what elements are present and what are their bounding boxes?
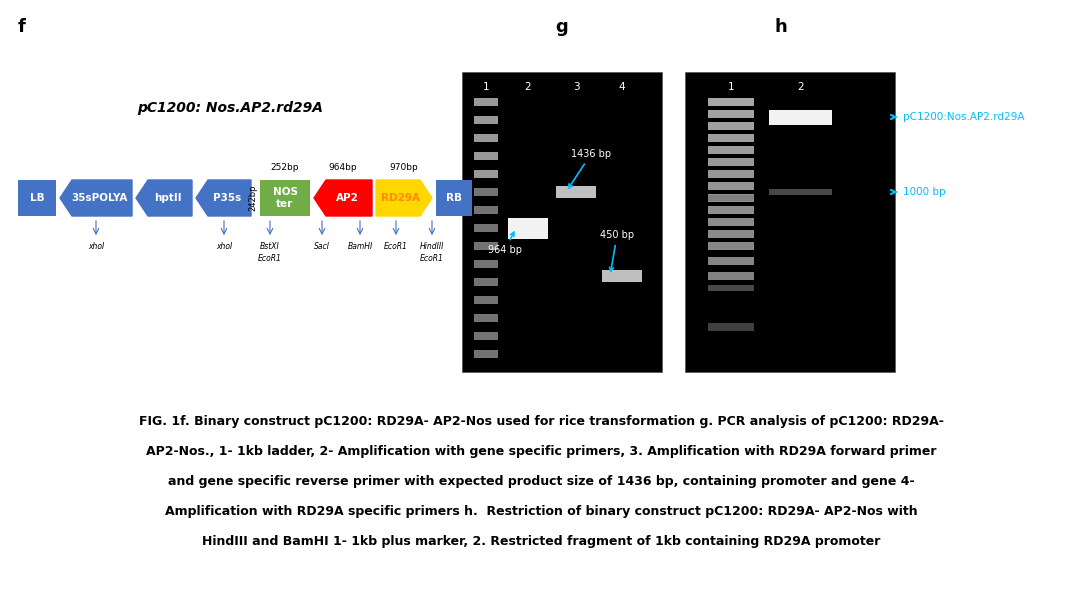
Text: 242bp: 242bp: [248, 185, 258, 211]
Polygon shape: [136, 180, 192, 216]
FancyBboxPatch shape: [474, 332, 498, 340]
Polygon shape: [196, 180, 251, 216]
FancyBboxPatch shape: [436, 180, 472, 216]
Text: NOS
ter: NOS ter: [273, 187, 298, 209]
Polygon shape: [314, 180, 371, 216]
FancyBboxPatch shape: [474, 278, 498, 286]
FancyBboxPatch shape: [474, 206, 498, 214]
Text: 964 bp: 964 bp: [488, 232, 522, 255]
FancyBboxPatch shape: [686, 72, 895, 372]
Text: xhoI: xhoI: [88, 242, 104, 251]
FancyBboxPatch shape: [708, 323, 754, 331]
Text: xhoI: xhoI: [216, 242, 232, 251]
FancyBboxPatch shape: [708, 171, 754, 178]
Text: EcoR1: EcoR1: [384, 242, 408, 251]
Text: LB: LB: [29, 193, 44, 203]
FancyBboxPatch shape: [474, 152, 498, 160]
Text: pC1200:Nos.AP2.rd29A: pC1200:Nos.AP2.rd29A: [891, 112, 1025, 122]
FancyBboxPatch shape: [708, 218, 754, 226]
FancyBboxPatch shape: [708, 99, 754, 106]
Text: 970bp: 970bp: [390, 163, 418, 172]
Text: hptII: hptII: [154, 193, 182, 203]
FancyBboxPatch shape: [474, 135, 498, 142]
FancyBboxPatch shape: [708, 194, 754, 202]
Text: 2: 2: [524, 82, 532, 92]
Text: 35sPOLYA: 35sPOLYA: [71, 193, 128, 203]
Text: f: f: [18, 18, 26, 36]
Text: g: g: [554, 18, 567, 36]
Text: 1: 1: [728, 82, 734, 92]
FancyBboxPatch shape: [708, 257, 754, 265]
Text: 1000 bp: 1000 bp: [891, 187, 945, 197]
FancyBboxPatch shape: [708, 272, 754, 280]
FancyBboxPatch shape: [474, 314, 498, 322]
FancyBboxPatch shape: [708, 285, 754, 291]
FancyBboxPatch shape: [708, 110, 754, 118]
Text: h: h: [775, 18, 787, 36]
FancyBboxPatch shape: [708, 182, 754, 190]
Polygon shape: [376, 180, 432, 216]
Text: pC1200: Nos.AP2.rd29A: pC1200: Nos.AP2.rd29A: [138, 101, 323, 115]
Text: AP2-Nos., 1- 1kb ladder, 2- Amplification with gene specific primers, 3. Amplifi: AP2-Nos., 1- 1kb ladder, 2- Amplificatio…: [146, 445, 937, 458]
FancyBboxPatch shape: [708, 206, 754, 214]
Text: 2: 2: [797, 82, 804, 92]
FancyBboxPatch shape: [474, 242, 498, 250]
FancyBboxPatch shape: [474, 260, 498, 268]
Text: HindIII: HindIII: [420, 242, 444, 251]
Text: SacI: SacI: [314, 242, 330, 251]
FancyBboxPatch shape: [474, 350, 498, 358]
FancyBboxPatch shape: [708, 122, 754, 130]
FancyBboxPatch shape: [602, 270, 642, 282]
FancyBboxPatch shape: [474, 188, 498, 196]
FancyBboxPatch shape: [508, 218, 548, 238]
Text: HindIII and BamHI 1- 1kb plus marker, 2. Restricted fragment of 1kb containing R: HindIII and BamHI 1- 1kb plus marker, 2.…: [203, 535, 880, 548]
Text: BamHI: BamHI: [348, 242, 373, 251]
FancyBboxPatch shape: [556, 186, 596, 198]
FancyBboxPatch shape: [708, 230, 754, 238]
Polygon shape: [60, 180, 132, 216]
Text: Amplification with RD29A specific primers h.  Restriction of binary construct pC: Amplification with RD29A specific primer…: [166, 505, 917, 518]
Text: 1436 bp: 1436 bp: [569, 149, 611, 188]
Text: AP2: AP2: [336, 193, 358, 203]
FancyBboxPatch shape: [769, 189, 832, 195]
FancyBboxPatch shape: [708, 135, 754, 142]
Text: 4: 4: [618, 82, 625, 92]
FancyBboxPatch shape: [474, 116, 498, 124]
FancyBboxPatch shape: [708, 195, 754, 201]
FancyBboxPatch shape: [474, 99, 498, 106]
Text: 1: 1: [483, 82, 490, 92]
Text: P35s: P35s: [213, 193, 242, 203]
Text: EcoR1: EcoR1: [258, 254, 282, 263]
Text: 964bp: 964bp: [328, 163, 357, 172]
Text: BstXI: BstXI: [260, 242, 279, 251]
FancyBboxPatch shape: [474, 224, 498, 232]
FancyBboxPatch shape: [708, 242, 754, 250]
FancyBboxPatch shape: [18, 180, 56, 216]
FancyBboxPatch shape: [260, 180, 310, 216]
Text: 450 bp: 450 bp: [600, 230, 635, 271]
Text: and gene specific reverse primer with expected product size of 1436 bp, containi: and gene specific reverse primer with ex…: [168, 475, 915, 488]
Text: 252bp: 252bp: [271, 163, 299, 172]
FancyBboxPatch shape: [474, 171, 498, 178]
FancyBboxPatch shape: [708, 146, 754, 154]
FancyBboxPatch shape: [769, 110, 832, 124]
FancyBboxPatch shape: [462, 72, 662, 372]
Text: 3: 3: [573, 82, 579, 92]
FancyBboxPatch shape: [708, 158, 754, 166]
Text: RD29A: RD29A: [380, 193, 419, 203]
FancyBboxPatch shape: [474, 296, 498, 304]
Text: FIG. 1f. Binary construct pC1200: RD29A- AP2-Nos used for rice transformation g.: FIG. 1f. Binary construct pC1200: RD29A-…: [139, 415, 944, 428]
Text: EcoR1: EcoR1: [420, 254, 444, 263]
Text: RB: RB: [446, 193, 462, 203]
